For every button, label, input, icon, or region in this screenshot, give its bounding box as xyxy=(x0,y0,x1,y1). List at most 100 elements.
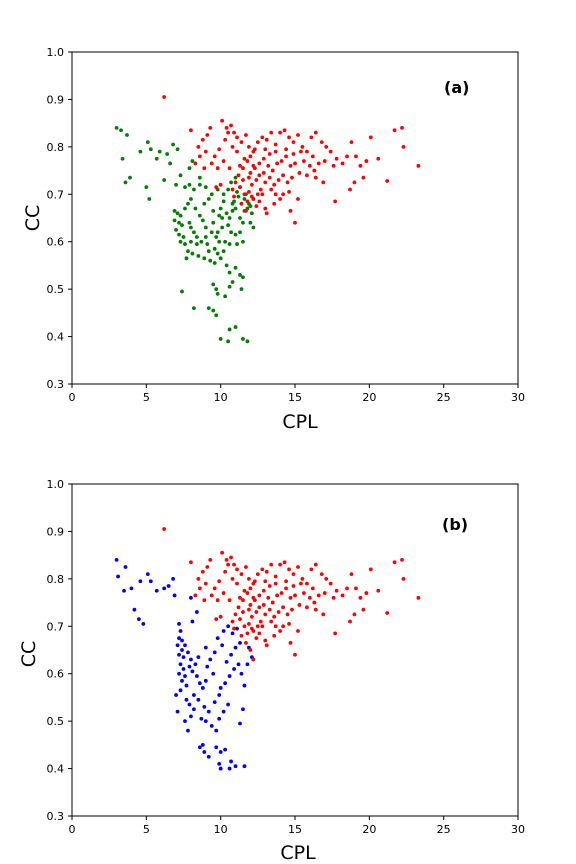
panel-b: (b) CPL CC 0 5 10 15 20 25 30 0.3 0.4 0.5 0.6 0.7 0.… xyxy=(18,478,525,864)
scatter-point xyxy=(144,185,149,190)
scatter-point xyxy=(241,166,245,171)
scatter-point xyxy=(177,232,181,237)
scatter-point xyxy=(221,709,226,714)
scatter-point xyxy=(224,263,229,268)
scatter-point xyxy=(212,246,217,251)
scatter-point xyxy=(192,306,196,311)
scatter-point xyxy=(302,159,306,163)
scatter-point xyxy=(248,171,253,175)
scatter-point xyxy=(255,624,260,629)
scatter-point xyxy=(227,166,232,171)
scatter-point xyxy=(217,213,222,218)
scatter-point xyxy=(251,629,256,633)
scatter-point xyxy=(218,337,223,341)
scatter-point xyxy=(183,719,187,724)
scatter-point xyxy=(190,159,195,163)
scatter-point xyxy=(227,766,232,771)
scatter-point xyxy=(162,95,167,99)
scatter-point xyxy=(258,187,263,192)
scatter-point xyxy=(304,149,309,154)
scatter-point xyxy=(257,173,262,178)
x-tick-label: 5 xyxy=(143,823,150,836)
scatter-point xyxy=(218,766,223,771)
scatter-point xyxy=(193,161,198,166)
scatter-point xyxy=(227,284,232,289)
scatter-point xyxy=(334,588,339,593)
y-tick-label: 0.6 xyxy=(47,668,65,681)
scatter-point xyxy=(287,567,291,572)
scatter-point xyxy=(248,220,253,225)
scatter-point xyxy=(200,218,205,223)
scatter-point xyxy=(197,175,202,180)
scatter-point xyxy=(217,239,222,244)
scatter-point xyxy=(218,206,223,211)
scatter-point xyxy=(239,633,244,638)
scatter-point xyxy=(189,197,193,201)
scatter-point xyxy=(348,619,352,624)
scatter-point xyxy=(226,130,231,135)
scatter-point xyxy=(307,163,312,168)
scatter-point xyxy=(203,235,208,239)
scatter-point xyxy=(282,128,287,133)
scatter-point xyxy=(236,173,241,178)
scatter-point xyxy=(226,187,231,192)
scatter-point xyxy=(290,175,294,180)
scatter-point xyxy=(255,140,260,145)
scatter-point xyxy=(235,581,239,586)
scatter-point xyxy=(247,607,251,612)
panel-label: (a) xyxy=(444,78,469,97)
scatter-point xyxy=(193,662,198,667)
scatter-point xyxy=(269,562,274,567)
scatter-point xyxy=(238,273,242,277)
scatter-point xyxy=(260,192,265,197)
scatter-point xyxy=(187,182,192,187)
scatter-point xyxy=(281,624,286,629)
y-tick-label: 0.3 xyxy=(47,810,65,823)
scatter-point xyxy=(220,225,225,230)
scatter-point xyxy=(260,135,265,140)
scatter-point xyxy=(247,144,251,149)
scatter-point xyxy=(236,605,241,610)
scatter-point xyxy=(189,657,193,662)
scatter-point xyxy=(196,697,201,702)
scatter-point xyxy=(205,133,210,137)
scatter-point xyxy=(208,557,213,562)
scatter-point xyxy=(242,156,247,161)
scatter-point xyxy=(254,610,259,614)
scatter-point xyxy=(214,617,219,622)
scatter-point xyxy=(249,211,254,216)
scatter-point xyxy=(178,662,183,667)
scatter-point xyxy=(239,201,244,206)
scatter-point xyxy=(266,595,271,600)
scatter-point xyxy=(184,256,189,261)
scatter-point xyxy=(223,239,228,244)
scatter-point xyxy=(206,306,211,311)
scatter-point xyxy=(238,185,242,190)
scatter-point xyxy=(241,275,245,280)
scatter-point xyxy=(368,135,373,140)
scatter-point xyxy=(257,631,262,636)
scatter-point xyxy=(177,636,181,641)
scatter-point xyxy=(297,603,302,607)
scatter-point xyxy=(217,693,222,697)
scatter-point xyxy=(348,187,352,192)
scatter-point xyxy=(241,337,245,341)
scatter-point xyxy=(190,619,195,624)
scatter-point xyxy=(186,201,190,206)
scatter-point xyxy=(321,180,326,185)
scatter-point xyxy=(175,147,180,152)
scatter-point xyxy=(229,652,233,657)
scatter-point xyxy=(288,208,293,213)
scatter-point xyxy=(266,163,271,168)
scatter-point xyxy=(233,612,238,617)
scatter-point xyxy=(316,593,321,598)
scatter-point xyxy=(171,142,175,147)
scatter-point xyxy=(328,149,333,154)
scatter-point xyxy=(220,643,225,648)
scatter-point xyxy=(232,130,236,135)
scatter-point xyxy=(241,610,245,614)
scatter-point xyxy=(270,600,275,605)
scatter-point xyxy=(223,294,228,299)
scatter-point xyxy=(235,242,239,246)
scatter-point xyxy=(310,154,315,159)
